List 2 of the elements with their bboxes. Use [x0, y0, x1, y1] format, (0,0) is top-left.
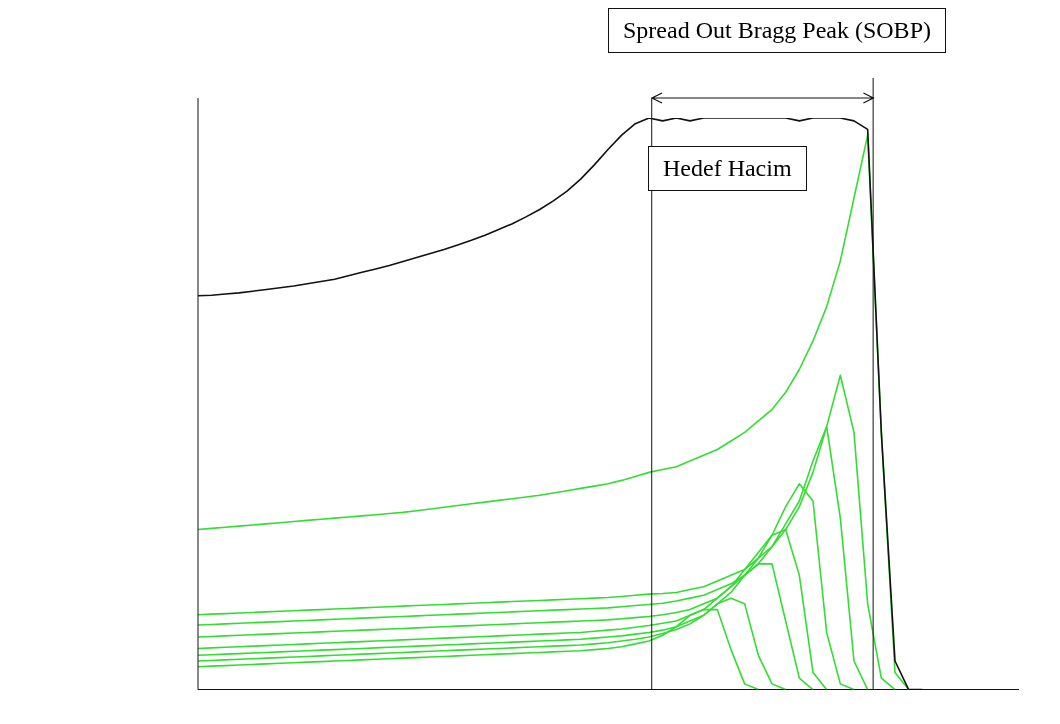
annotation: Hedef Hacim [648, 146, 807, 191]
text: Spread Out Bragg Peak (SOBP) [608, 8, 946, 53]
